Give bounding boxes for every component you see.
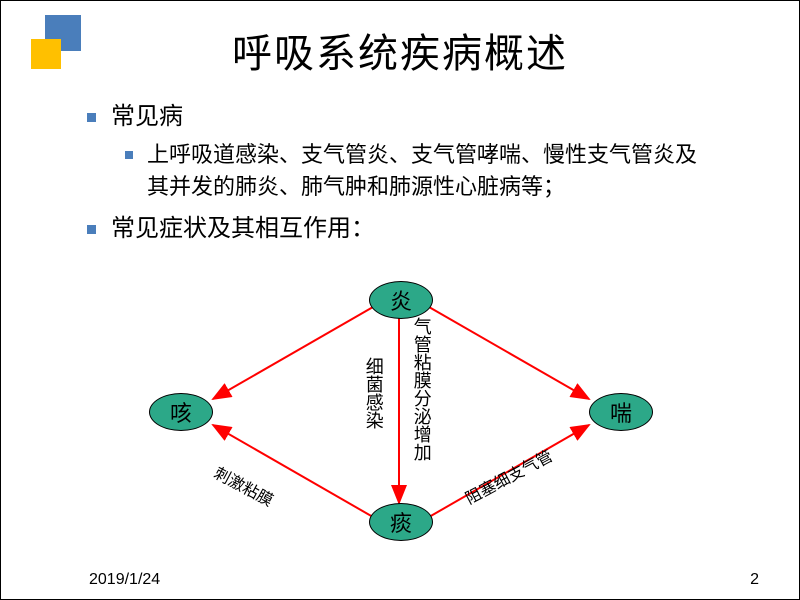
node-label: 炎 [390, 284, 412, 316]
footer-page-number: 2 [750, 571, 759, 589]
bullet-level2: 上呼吸道感染、支气管炎、支气管哮喘、慢性支气管炎及其并发的肺炎、肺气肿和肺源性心… [147, 139, 711, 203]
footer-date: 2019/1/24 [89, 571, 160, 589]
node-label: 痰 [390, 506, 412, 538]
edge-label-center-right: 气管粘膜分泌增加 [411, 317, 431, 461]
diagram-node-right: 喘 [589, 393, 653, 431]
node-label: 咳 [170, 396, 192, 428]
edge-label-center-left: 细菌感染 [363, 357, 383, 429]
diagram-node-left: 咳 [149, 393, 213, 431]
diagram-node-bottom: 痰 [369, 503, 433, 541]
slide-title: 呼吸系统疾病概述 [1, 21, 799, 79]
bullet-level1: 常见症状及其相互作用： [111, 211, 711, 247]
bullet-list: 常见病 上呼吸道感染、支气管炎、支气管哮喘、慢性支气管炎及其并发的肺炎、肺气肿和… [111, 99, 711, 251]
diagram-node-top: 炎 [369, 281, 433, 319]
bullet-level1: 常见病 [111, 99, 711, 135]
node-label: 喘 [610, 396, 632, 428]
slide: 呼吸系统疾病概述 常见病 上呼吸道感染、支气管炎、支气管哮喘、慢性支气管炎及其并… [0, 0, 800, 600]
symptom-diagram: 炎 咳 喘 痰 细菌感染 气管粘膜分泌增加 刺激粘膜 阻塞细支气管 [111, 281, 691, 561]
